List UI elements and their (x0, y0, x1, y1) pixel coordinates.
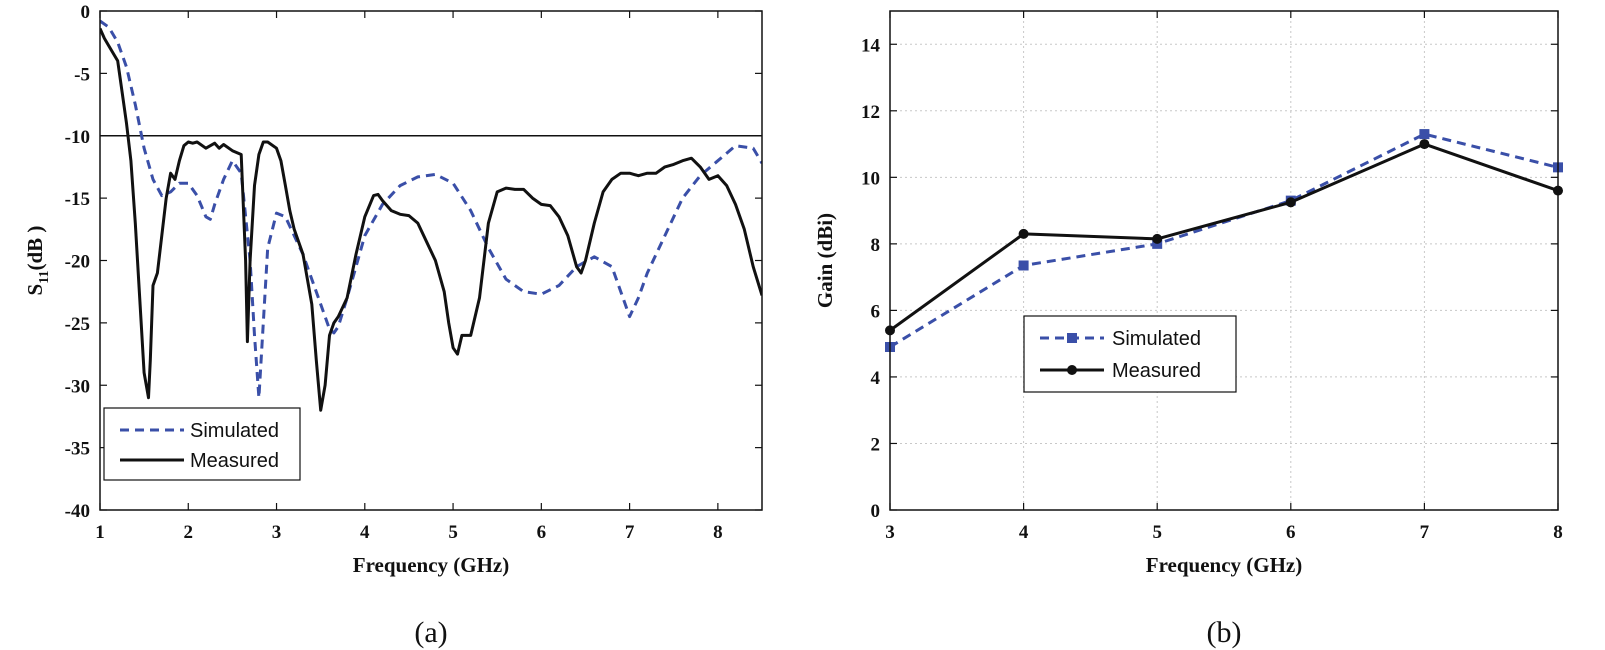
y-tick-label: 10 (861, 168, 880, 189)
y-tick-label: -20 (65, 252, 90, 273)
legend-marker-simulated (1067, 333, 1077, 343)
series-line-measured (890, 142, 1558, 332)
series-line-simulated (100, 19, 762, 400)
legend-label-measured: Measured (190, 450, 279, 472)
x-tick-label: 1 (95, 522, 105, 543)
y-tick-label: -40 (65, 501, 90, 522)
y-axis-title: S11(dB ) (23, 226, 52, 296)
data-point-measured (1419, 139, 1430, 150)
x-tick-label: 8 (1553, 522, 1563, 543)
y-tick-label: 14 (861, 35, 881, 56)
legend-marker-measured (1067, 365, 1077, 375)
data-point-measured (1152, 233, 1163, 244)
legend-label-simulated: Simulated (1112, 328, 1201, 350)
legend-label-simulated: Simulated (190, 420, 279, 442)
x-tick-label: 5 (448, 522, 458, 543)
x-tick-label: 4 (1019, 522, 1029, 543)
x-tick-label: 7 (1420, 522, 1430, 543)
y-tick-label: -5 (74, 64, 90, 85)
y-tick-label: 6 (871, 301, 881, 322)
y-tick-label: -25 (65, 314, 90, 335)
y-tick-label: 8 (871, 235, 881, 256)
series-line-simulated (890, 132, 1558, 349)
x-tick-label: 4 (360, 522, 370, 543)
y-tick-label: -30 (65, 376, 90, 397)
data-point-simulated (1419, 129, 1430, 140)
data-point-measured (1285, 197, 1296, 208)
x-axis-title: Frequency (GHz) (1146, 553, 1303, 577)
series-layer (100, 19, 762, 412)
x-tick-label: 3 (885, 522, 895, 543)
y-axis-title: Gain (dBi) (813, 213, 837, 308)
data-point-measured (1018, 228, 1029, 239)
legend: Simulated Measured (1023, 315, 1237, 393)
grid-layer (890, 11, 1558, 510)
y-tick-label: -35 (65, 439, 90, 460)
x-tick-label: 6 (537, 522, 547, 543)
y-tick-label: 0 (81, 2, 91, 23)
data-point-simulated (1018, 260, 1029, 271)
legend-box (1023, 315, 1237, 393)
series-line-measured (100, 27, 762, 412)
y-tick-label: 12 (861, 102, 880, 123)
x-tick-label: 8 (713, 522, 723, 543)
legend: Simulated Measured (103, 407, 301, 481)
gain-chart: 3 4 5 6 7 8 0 2 4 6 8 10 12 14 Frequency (GHz) Gain (… (813, 10, 1563, 649)
y-tick-label: -10 (65, 127, 90, 148)
y-tick-label: 4 (871, 368, 881, 389)
x-tick-label: 3 (272, 522, 282, 543)
y-tick-label: -15 (65, 189, 90, 210)
x-axis-title: Frequency (GHz) (353, 553, 510, 577)
x-tick-label: 6 (1286, 522, 1296, 543)
caption-b: (b) (1207, 616, 1242, 649)
s11-chart: 1 2 3 4 5 6 7 8 0 -5 -10 -15 -20 -25 -30 -35 -40 Frequen… (23, 2, 763, 649)
y-axis-title-main: S (23, 284, 47, 296)
y-axis-title-unit: (dB ) (23, 226, 47, 271)
x-tick-label: 7 (625, 522, 635, 543)
legend-label-measured: Measured (1112, 360, 1201, 382)
y-axis-title-subscript: 11 (37, 271, 52, 284)
y-tick-label: 0 (871, 501, 881, 522)
y-tick-label: 2 (871, 434, 881, 455)
tick-layer: 3 4 5 6 7 8 0 2 4 6 8 10 12 14 (861, 11, 1563, 543)
x-tick-label: 5 (1152, 522, 1162, 543)
plot-frame (889, 10, 1559, 511)
tick-layer: 1 2 3 4 5 6 7 8 0 -5 -10 -15 -20 -25 -30 -35 -40 (65, 2, 762, 543)
x-tick-label: 2 (184, 522, 194, 543)
legend-box (103, 407, 301, 481)
caption-a: (a) (414, 616, 447, 649)
